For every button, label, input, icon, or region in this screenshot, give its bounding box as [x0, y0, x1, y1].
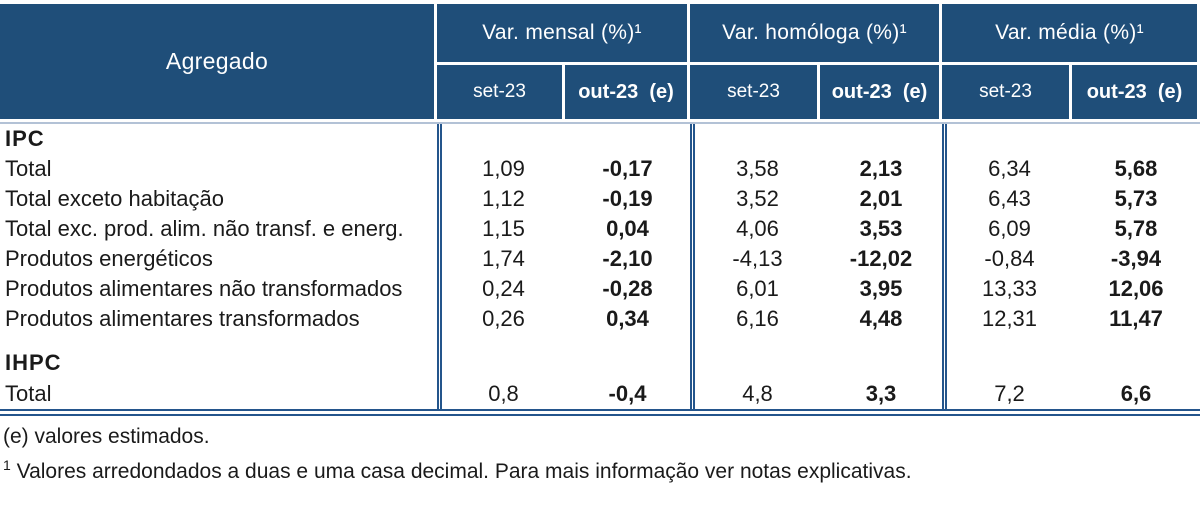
table-cell: -0,19: [602, 186, 653, 211]
table-cell: 1,12: [437, 184, 565, 214]
table-cell: [942, 348, 1072, 378]
table-cell: -0,4: [608, 380, 647, 406]
row-label-total-exc-prod-alim: Total exc. prod. alim. não transf. e ene…: [5, 216, 404, 241]
table-cell: 11,47: [1109, 306, 1163, 331]
table-cell: 6,01: [690, 274, 820, 304]
table-cell: [1072, 124, 1200, 154]
table-cell: 3,95: [859, 276, 903, 301]
table-header: Agregado Var. mensal (%)¹ Var. homóloga …: [0, 4, 1200, 119]
table-cell: 3,3: [865, 380, 897, 406]
table-cell: 4,48: [859, 306, 903, 331]
table-cell: 12,31: [942, 304, 1072, 334]
table-cell: [820, 124, 942, 154]
subheader-media-out23: out-23 (e): [1072, 65, 1197, 119]
table-cell: 1,15: [437, 214, 565, 244]
subheader-mensal-out23: out-23 (e): [565, 65, 687, 119]
subheader-media-set23: set-23: [942, 65, 1069, 119]
table-cell: [942, 334, 1072, 348]
table-cell: 6,34: [942, 154, 1072, 184]
table-cell: [820, 334, 942, 348]
header-group-var-mensal: Var. mensal (%)¹: [437, 4, 687, 62]
header-group-var-media: Var. média (%)¹: [942, 4, 1197, 62]
footnote-rounding-text: Valores arredondados a duas e uma casa d…: [10, 460, 912, 483]
row-label-total-exceto-habitacao: Total exceto habitação: [5, 186, 224, 211]
table-cell: [1072, 334, 1200, 348]
table-cell: 3,53: [859, 216, 903, 241]
table-cell: 0,24: [437, 274, 565, 304]
row-label-prod-alim-transformados: Produtos alimentares transformados: [5, 306, 360, 331]
table-cell: 4,8: [690, 378, 820, 409]
table-cell: 5,73: [1114, 186, 1158, 211]
spacer-row: [0, 334, 437, 348]
table-cell: 1,09: [437, 154, 565, 184]
table-cell: [565, 124, 690, 154]
table-cell: [565, 334, 690, 348]
table-cell: [690, 124, 820, 154]
table-cell: [942, 124, 1072, 154]
header-agregado: Agregado: [0, 4, 434, 119]
row-label-produtos-energeticos: Produtos energéticos: [5, 246, 213, 271]
table-cell: -4,13: [690, 244, 820, 274]
table-cell: 3,58: [690, 154, 820, 184]
subheader-homologa-out23: out-23 (e): [820, 65, 939, 119]
table-body: IPC Total 1,09 -0,17 3,58 2,13 6,34 5,68…: [0, 122, 1200, 416]
footnote-estimated: (e) valores estimados.: [3, 425, 210, 448]
table-cell: [690, 348, 820, 378]
table-cell: [1072, 348, 1200, 378]
table-cell: -0,17: [602, 156, 653, 181]
footnote-marker: 1: [3, 457, 11, 473]
row-section-ipc: IPC: [5, 126, 45, 151]
row-label-prod-alim-nao-transformados: Produtos alimentares não transformados: [5, 276, 403, 301]
table-cell: [820, 348, 942, 378]
table-cell: 0,26: [437, 304, 565, 334]
table-cell: 13,33: [942, 274, 1072, 304]
table-cell: 6,16: [690, 304, 820, 334]
table-cell: 4,06: [690, 214, 820, 244]
table-cell: 2,13: [859, 156, 903, 181]
table-cell: -2,10: [602, 246, 653, 271]
table-cell: 0,04: [606, 216, 649, 241]
table-cell: -3,94: [1110, 246, 1162, 271]
table-cell: [437, 334, 565, 348]
table-cell: -0,28: [602, 276, 653, 301]
row-label-ihpc-total: Total: [5, 380, 52, 406]
subheader-mensal-set23: set-23: [437, 65, 562, 119]
table-cell: -0,84: [942, 244, 1072, 274]
table-cell: 6,6: [1120, 380, 1152, 406]
table-cell: 0,34: [606, 306, 649, 331]
table-cell: [690, 334, 820, 348]
row-label-total: Total: [5, 156, 52, 181]
table-cell: [437, 348, 565, 378]
table-cell: 5,68: [1114, 156, 1158, 181]
table-cell: 3,52: [690, 184, 820, 214]
subheader-homologa-set23: set-23: [690, 65, 817, 119]
table-cell: 12,06: [1108, 276, 1164, 301]
table-cell: 7,2: [942, 378, 1072, 409]
table-cell: 5,78: [1114, 216, 1158, 241]
table-cell: 2,01: [859, 186, 903, 211]
footnotes: (e) valores estimados. 1 Valores arredon…: [0, 416, 1200, 484]
table-cell: 6,43: [942, 184, 1072, 214]
footnote-rounding: 1 Valores arredondados a duas e uma casa…: [3, 457, 1194, 484]
table-cell: [437, 124, 565, 154]
table-cell: 6,09: [942, 214, 1072, 244]
page: Agregado Var. mensal (%)¹ Var. homóloga …: [0, 4, 1200, 484]
header-group-var-homologa: Var. homóloga (%)¹: [690, 4, 939, 62]
table-cell: 0,8: [437, 378, 565, 409]
table-cell: 1,74: [437, 244, 565, 274]
row-section-ihpc: IHPC: [5, 350, 62, 375]
table-cell: -12,02: [849, 246, 913, 271]
table-cell: [565, 348, 690, 378]
